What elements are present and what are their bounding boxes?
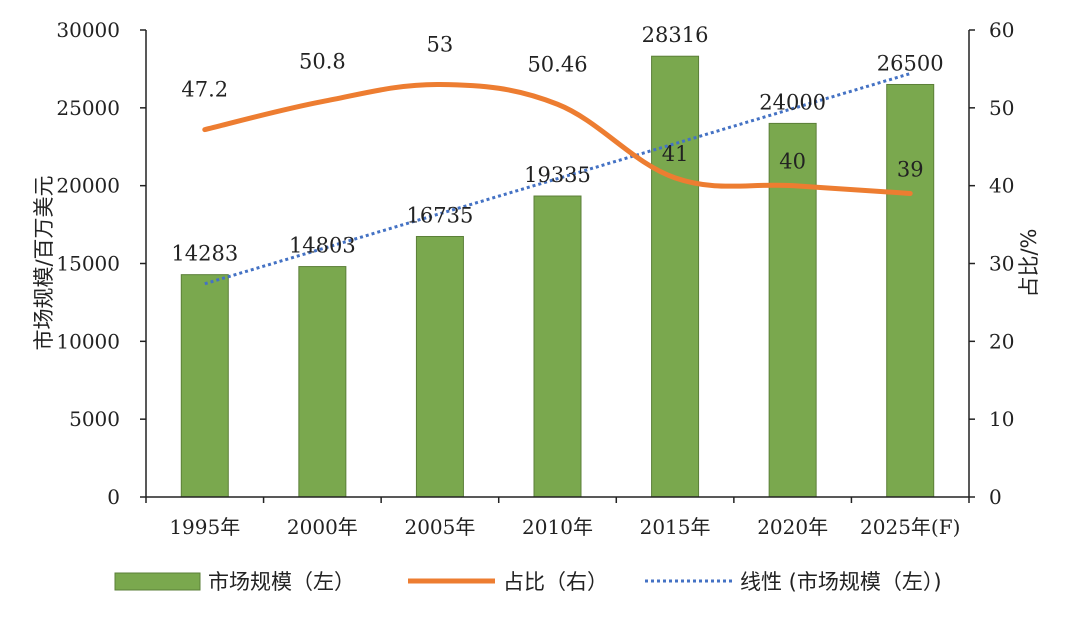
bar-data-label: 26500 (877, 51, 944, 75)
line-data-label: 39 (897, 157, 924, 181)
right-tick-label: 10 (989, 407, 1014, 431)
line-data-label: 47.2 (181, 78, 228, 102)
bar (533, 195, 582, 498)
right-tick-label: 50 (989, 96, 1014, 120)
right-tick-label: 30 (989, 252, 1014, 276)
x-tick-label: 1995年 (169, 515, 240, 539)
line-data-label: 53 (427, 32, 454, 56)
right-tick-label: 60 (989, 18, 1014, 42)
bar (298, 266, 347, 498)
left-axis-title: 市场规模/百万美元 (32, 175, 56, 350)
line-data-label: 50.46 (527, 52, 587, 76)
line-data-label: 50.8 (299, 50, 346, 74)
left-tick-label: 15000 (56, 252, 120, 276)
bar-data-label: 28316 (642, 23, 709, 47)
share-line (202, 81, 913, 196)
bar (415, 235, 464, 498)
line-data-label: 40 (779, 150, 806, 174)
bar (651, 55, 700, 498)
bar-data-label: 19335 (524, 163, 591, 187)
left-tick-label: 5000 (69, 407, 120, 431)
right-tick-label: 40 (989, 174, 1014, 198)
left-tick-label: 10000 (56, 329, 120, 353)
legend: 市场规模（左） 占比（右） 线性 (市场规模（左）) (114, 570, 942, 594)
legend-label-bar: 市场规模（左） (208, 570, 355, 594)
x-tick-label: 2005年 (404, 515, 475, 539)
x-tick-label: 2010年 (522, 515, 593, 539)
line-series (202, 81, 913, 196)
bar-data-label: 14283 (171, 242, 238, 266)
bar (886, 83, 935, 498)
bar (180, 274, 229, 498)
legend-label-trend: 线性 (市场规模（左）) (740, 570, 942, 594)
x-tick-label: 2015年 (640, 515, 711, 539)
bar-data-label: 16735 (407, 203, 474, 227)
bar-data-label: 14803 (289, 234, 356, 258)
right-tick-label: 0 (989, 485, 1002, 509)
x-tick-label: 2000年 (287, 515, 358, 539)
data-labels: 14283 14803 16735 19335 28316 24000 26500 47.2 5… (171, 23, 943, 265)
left-tick-label: 30000 (56, 18, 120, 42)
x-tick-label: 2020年 (757, 515, 828, 539)
x-tick-label: 2025年(F) (860, 515, 960, 539)
trendline-series (204, 72, 911, 286)
right-axis-ticks: 0 10 20 30 40 50 60 (969, 18, 1014, 509)
legend-swatch-bar (114, 572, 201, 591)
line-data-label: 41 (662, 142, 689, 166)
right-tick-label: 20 (989, 329, 1014, 353)
left-axis-ticks: 0 5000 10000 15000 20000 25000 30000 (56, 18, 146, 509)
left-tick-label: 25000 (56, 96, 120, 120)
bar-data-label: 24000 (759, 90, 826, 114)
left-tick-label: 20000 (56, 174, 120, 198)
right-axis-title: 占比/% (1017, 228, 1041, 297)
trendline (204, 72, 911, 286)
legend-label-line: 占比（右） (503, 570, 608, 594)
bar (768, 122, 817, 498)
bar-series (180, 55, 935, 498)
x-axis-ticks: 1995年 2000年 2005年 2010年 2015年 2020年 2025年(F) (145, 497, 970, 539)
left-tick-label: 0 (107, 485, 120, 509)
